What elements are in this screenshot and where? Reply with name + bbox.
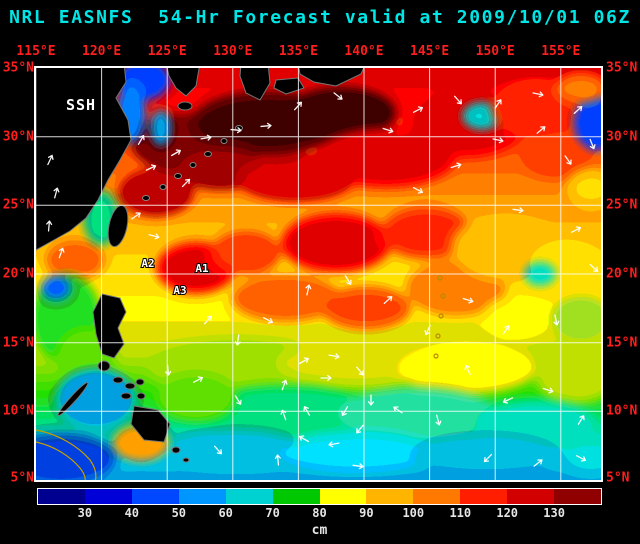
colorbar-segment bbox=[366, 489, 414, 504]
plot-title: NRL EASNFS 54-Hr Forecast valid at 2009/… bbox=[9, 7, 631, 28]
contour-coastlines bbox=[36, 275, 446, 480]
colorbar-tick-label: 120 bbox=[496, 506, 519, 520]
colorbar-tick-label: 110 bbox=[449, 506, 472, 520]
colorbar-segment bbox=[38, 489, 85, 504]
land-jeju bbox=[177, 101, 193, 111]
land-mindanao bbox=[130, 405, 171, 443]
land-kyushu bbox=[239, 68, 271, 101]
lon-tick-label: 155°E bbox=[541, 44, 581, 59]
colorbar-tick-label: 40 bbox=[124, 506, 140, 520]
current-vectors bbox=[46, 91, 599, 470]
colorbar-tick-label: 80 bbox=[312, 506, 327, 520]
variable-label: SSH bbox=[66, 96, 96, 114]
lat-tick-label-right: 25°N bbox=[606, 197, 638, 213]
colorbar-tick-label: 90 bbox=[359, 506, 374, 520]
lon-tick-label: 145°E bbox=[410, 44, 450, 59]
lon-tick-label: 130°E bbox=[213, 44, 253, 59]
lon-tick-label: 140°E bbox=[344, 44, 384, 59]
colorbar-segment bbox=[84, 489, 132, 504]
colorbar-tick-label: 50 bbox=[171, 506, 187, 520]
land-visayas bbox=[112, 376, 146, 400]
colorbar-segment bbox=[460, 489, 508, 504]
eddy-annotations: A1 A2 A3 bbox=[140, 256, 210, 298]
map-frame: SSH A1 A2 A3 bbox=[36, 68, 601, 480]
lat-tick-label-right: 15°N bbox=[606, 335, 638, 351]
colorbar-segment bbox=[225, 489, 273, 504]
eddy-label-a3: A3 bbox=[173, 284, 186, 297]
lat-tick-label-right: 5°N bbox=[606, 470, 630, 486]
colorbar-segment bbox=[131, 489, 179, 504]
lat-tick-label-left: 10°N bbox=[2, 403, 34, 419]
colorbar-tick-label: 70 bbox=[265, 506, 280, 520]
colorbar bbox=[38, 489, 602, 504]
colorbar-segment bbox=[178, 489, 226, 504]
lat-tick-label-left: 30°N bbox=[2, 129, 34, 145]
colorbar-tick-label: 60 bbox=[218, 506, 233, 520]
lat-tick-label-right: 30°N bbox=[606, 129, 638, 145]
land-honshu bbox=[298, 68, 365, 87]
eddy-label-a1: A1 bbox=[195, 262, 209, 275]
eddy-label-a2: A2 bbox=[141, 257, 154, 270]
lon-tick-label: 115°E bbox=[16, 44, 56, 59]
colorbar-tick-label: 100 bbox=[402, 506, 425, 520]
colorbar-segment bbox=[319, 489, 367, 504]
land-mindoro bbox=[97, 360, 111, 372]
lon-tick-label: 120°E bbox=[82, 44, 122, 59]
lon-tick-label: 135°E bbox=[278, 44, 318, 59]
colorbar-segment bbox=[413, 489, 461, 504]
lat-tick-label-right: 35°N bbox=[606, 60, 638, 76]
land-shikoku bbox=[273, 77, 305, 95]
lat-tick-label-left: 20°N bbox=[2, 266, 34, 282]
land-korea bbox=[166, 68, 200, 97]
lat-tick-label-left: 25°N bbox=[2, 197, 34, 213]
lat-tick-label-left: 5°N bbox=[10, 470, 34, 486]
land-palawan bbox=[57, 382, 89, 416]
colorbar-segment bbox=[507, 489, 555, 504]
lat-tick-label-right: 10°N bbox=[606, 403, 638, 419]
grid-lines bbox=[36, 68, 601, 480]
colorbar-tick-label: 130 bbox=[543, 506, 565, 520]
lat-tick-label-left: 35°N bbox=[2, 60, 34, 76]
colorbar-unit-label: cm bbox=[311, 523, 328, 538]
colorbar-tick-label: 30 bbox=[77, 506, 93, 520]
lat-tick-label-right: 20°N bbox=[606, 266, 638, 282]
lat-tick-label-left: 15°N bbox=[2, 335, 34, 351]
colorbar-segment bbox=[554, 489, 602, 504]
map-canvas: SSH A1 A2 A3 bbox=[36, 68, 601, 480]
colorbar-segment bbox=[272, 489, 320, 504]
lon-tick-label: 150°E bbox=[475, 44, 515, 59]
lon-tick-label: 125°E bbox=[147, 44, 187, 59]
land-ryukyu-islands bbox=[142, 125, 243, 201]
mariana-islands bbox=[433, 275, 446, 359]
land-china bbox=[36, 68, 132, 251]
